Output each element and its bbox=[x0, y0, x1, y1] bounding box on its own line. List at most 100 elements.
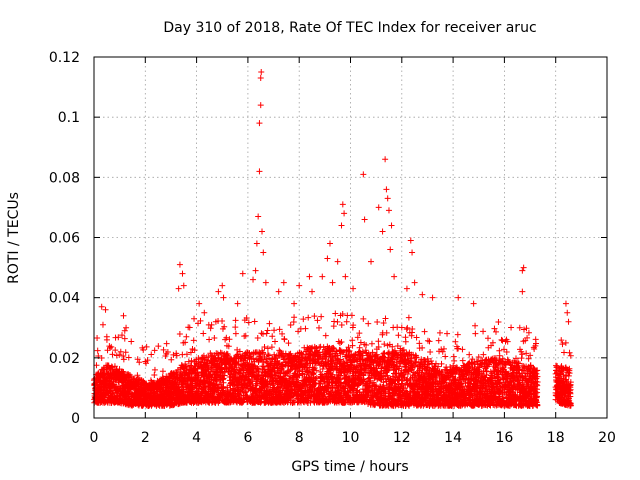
data-point bbox=[134, 372, 141, 379]
data-point bbox=[148, 351, 155, 358]
data-point bbox=[116, 351, 123, 358]
data-point bbox=[232, 330, 239, 337]
data-point bbox=[117, 348, 124, 355]
data-point bbox=[211, 334, 218, 341]
data-point bbox=[176, 330, 183, 337]
data-point bbox=[356, 330, 363, 337]
chart-title: Day 310 of 2018, Rate Of TEC Index for r… bbox=[163, 20, 536, 36]
data-point bbox=[403, 326, 410, 333]
data-point bbox=[264, 327, 271, 334]
data-point bbox=[94, 347, 101, 354]
data-point bbox=[271, 338, 278, 345]
data-point bbox=[271, 327, 278, 334]
data-point bbox=[232, 317, 239, 324]
data-point bbox=[188, 357, 195, 364]
data-point bbox=[163, 340, 170, 347]
data-point bbox=[226, 336, 233, 343]
data-point bbox=[112, 347, 119, 354]
data-point bbox=[300, 316, 307, 323]
data-point bbox=[232, 324, 239, 331]
data-point bbox=[316, 324, 323, 331]
data-point bbox=[143, 360, 150, 367]
data-point bbox=[285, 340, 292, 347]
data-point bbox=[121, 335, 128, 342]
data-point bbox=[343, 318, 350, 325]
data-point bbox=[120, 356, 127, 363]
data-point bbox=[421, 328, 428, 335]
data-point bbox=[115, 334, 122, 341]
data-point bbox=[381, 341, 388, 348]
data-point bbox=[219, 317, 226, 324]
x-axis-label: GPS time / hours bbox=[291, 459, 408, 475]
data-point bbox=[354, 334, 361, 341]
data-point bbox=[125, 354, 132, 361]
data-point bbox=[436, 329, 443, 336]
data-point bbox=[398, 324, 405, 331]
data-point bbox=[268, 344, 275, 351]
data-point bbox=[266, 320, 273, 327]
data-point bbox=[107, 344, 114, 351]
data-point bbox=[454, 331, 461, 338]
data-point bbox=[360, 315, 367, 322]
data-point bbox=[451, 357, 458, 364]
data-point bbox=[206, 336, 213, 343]
data-point bbox=[402, 338, 409, 345]
data-point bbox=[151, 366, 158, 373]
data-point bbox=[106, 387, 113, 394]
data-point bbox=[159, 368, 166, 375]
data-point bbox=[208, 321, 215, 328]
data-point bbox=[155, 343, 162, 350]
data-point bbox=[426, 338, 433, 345]
data-point bbox=[338, 339, 345, 346]
data-point bbox=[111, 363, 118, 370]
data-point bbox=[444, 330, 451, 337]
data-point bbox=[435, 337, 442, 344]
data-point bbox=[405, 314, 412, 321]
data-point bbox=[258, 330, 265, 337]
data-point bbox=[186, 324, 193, 331]
data-point bbox=[332, 310, 339, 317]
data-point bbox=[356, 344, 363, 351]
data-point bbox=[143, 343, 150, 350]
data-point bbox=[140, 346, 147, 353]
data-point bbox=[134, 356, 141, 363]
data-point bbox=[242, 332, 249, 339]
data-point bbox=[136, 359, 143, 366]
data-point bbox=[452, 338, 459, 345]
data-point bbox=[151, 347, 158, 354]
data-point bbox=[251, 318, 258, 325]
data-point bbox=[109, 351, 116, 358]
data-point bbox=[424, 337, 431, 344]
data-point bbox=[438, 360, 445, 367]
data-point bbox=[269, 333, 276, 340]
data-point bbox=[108, 343, 115, 350]
data-point bbox=[144, 357, 151, 364]
data-point bbox=[322, 332, 329, 339]
data-point bbox=[128, 338, 135, 345]
data-point bbox=[264, 345, 271, 352]
data-point bbox=[263, 330, 270, 337]
data-point bbox=[334, 318, 341, 325]
data-point bbox=[119, 332, 126, 339]
data-point bbox=[200, 330, 207, 337]
data-point bbox=[302, 325, 309, 332]
data-point bbox=[291, 314, 298, 321]
data-point bbox=[368, 340, 375, 347]
data-point bbox=[311, 313, 318, 320]
data-point bbox=[287, 321, 294, 328]
data-point bbox=[365, 320, 372, 327]
data-point bbox=[190, 337, 197, 344]
data-point bbox=[427, 348, 434, 355]
data-point bbox=[305, 314, 312, 321]
data-point bbox=[349, 337, 356, 344]
data-point bbox=[318, 313, 325, 320]
data-point bbox=[374, 318, 381, 325]
grid bbox=[94, 57, 607, 418]
data-point bbox=[348, 312, 355, 319]
data-point bbox=[314, 317, 321, 324]
data-point bbox=[259, 330, 266, 337]
data-point bbox=[375, 338, 382, 345]
data-point bbox=[120, 353, 127, 360]
data-points bbox=[91, 69, 574, 409]
